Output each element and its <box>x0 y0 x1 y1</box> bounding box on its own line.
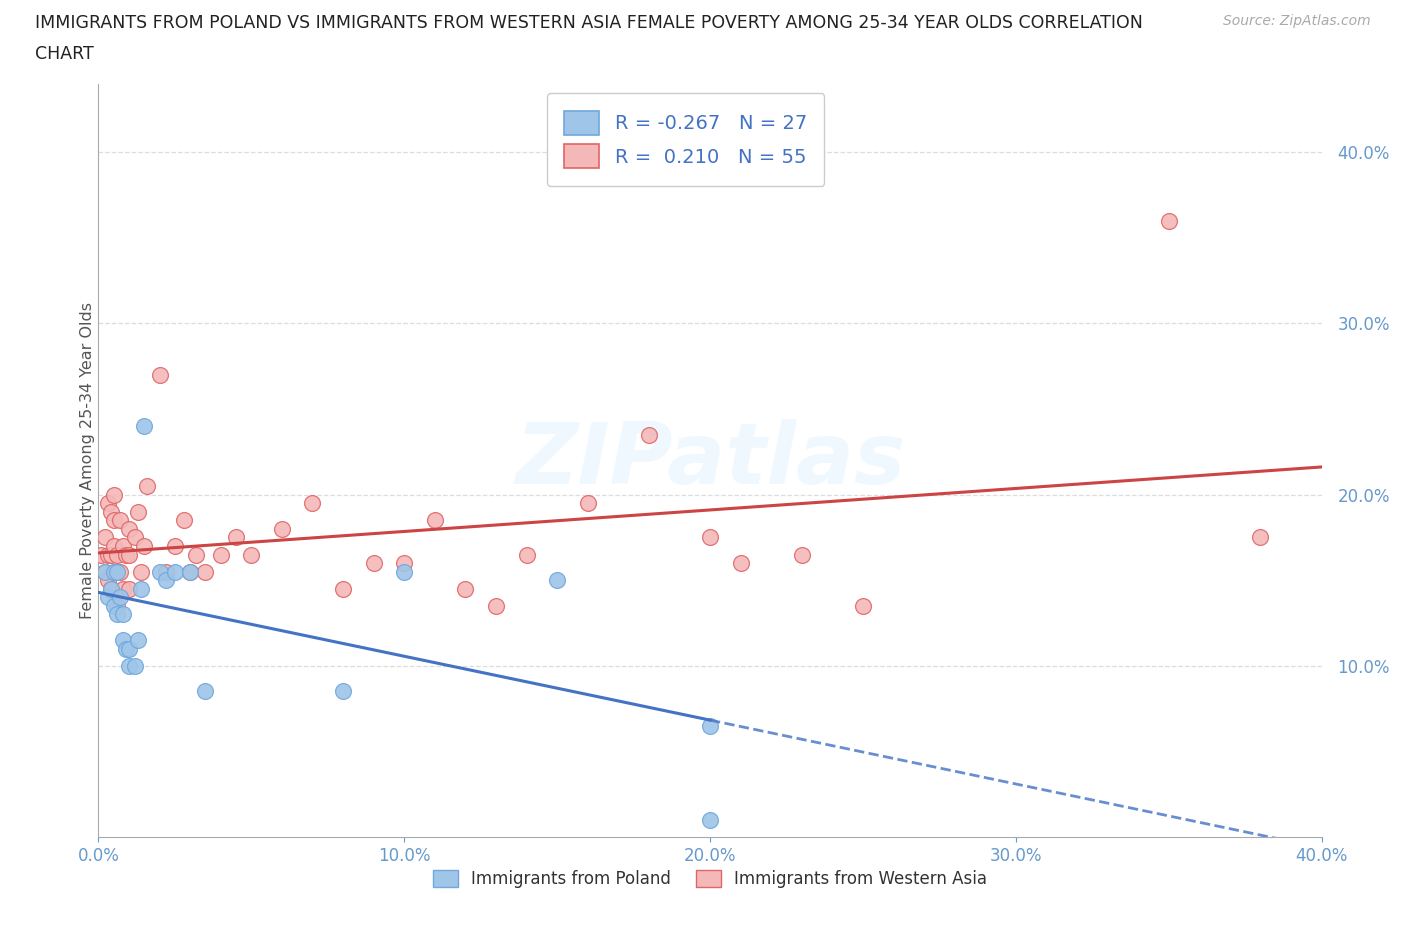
Point <box>105 547 128 562</box>
Point <box>111 607 134 622</box>
Point <box>301 496 323 511</box>
Point <box>179 565 201 579</box>
Point <box>155 573 177 588</box>
Point <box>240 547 263 562</box>
Point <box>103 565 125 579</box>
Point <box>103 565 125 579</box>
Point <box>90 547 112 562</box>
Point <box>270 522 292 537</box>
Text: ZIPatlas: ZIPatlas <box>515 418 905 502</box>
Point <box>105 607 128 622</box>
Point <box>100 581 122 596</box>
Point <box>699 718 721 733</box>
Point <box>115 547 138 562</box>
Point <box>163 538 186 553</box>
Point <box>129 581 152 596</box>
Point <box>108 590 131 604</box>
Point <box>115 642 138 657</box>
Point <box>111 632 134 647</box>
Point <box>485 598 508 613</box>
Point <box>97 547 120 562</box>
Point <box>1157 213 1180 228</box>
Point <box>129 565 152 579</box>
Point <box>155 565 177 579</box>
Point <box>108 512 131 527</box>
Point <box>134 418 156 433</box>
Point <box>100 504 122 519</box>
Point <box>108 565 131 579</box>
Point <box>103 538 125 553</box>
Point <box>225 530 247 545</box>
Point <box>124 530 146 545</box>
Text: CHART: CHART <box>35 45 94 62</box>
Point <box>105 565 128 579</box>
Point <box>423 512 446 527</box>
Point <box>1249 530 1271 545</box>
Point <box>637 427 661 442</box>
Point <box>118 547 141 562</box>
Point <box>124 658 146 673</box>
Point <box>100 547 122 562</box>
Point <box>546 573 568 588</box>
Point <box>93 565 115 579</box>
Point <box>179 565 201 579</box>
Point <box>332 581 354 596</box>
Point <box>134 538 156 553</box>
Point <box>363 555 385 570</box>
Point <box>100 581 122 596</box>
Point <box>392 555 416 570</box>
Legend: Immigrants from Poland, Immigrants from Western Asia: Immigrants from Poland, Immigrants from … <box>425 861 995 897</box>
Point <box>97 573 120 588</box>
Point <box>699 813 721 828</box>
Point <box>103 598 125 613</box>
Point <box>454 581 477 596</box>
Point <box>97 590 120 604</box>
Point <box>209 547 232 562</box>
Point <box>186 547 208 562</box>
Point <box>149 367 172 382</box>
Point <box>118 581 141 596</box>
Point <box>127 504 149 519</box>
Point <box>103 512 125 527</box>
Y-axis label: Female Poverty Among 25-34 Year Olds: Female Poverty Among 25-34 Year Olds <box>80 302 94 618</box>
Point <box>790 547 813 562</box>
Point <box>392 565 416 579</box>
Point <box>163 565 186 579</box>
Point <box>516 547 538 562</box>
Point <box>136 479 159 494</box>
Point <box>118 658 141 673</box>
Point <box>852 598 875 613</box>
Point <box>730 555 752 570</box>
Point <box>93 530 115 545</box>
Point <box>105 598 128 613</box>
Point <box>111 581 134 596</box>
Point <box>111 538 134 553</box>
Point <box>118 642 141 657</box>
Text: IMMIGRANTS FROM POLAND VS IMMIGRANTS FROM WESTERN ASIA FEMALE POVERTY AMONG 25-3: IMMIGRANTS FROM POLAND VS IMMIGRANTS FRO… <box>35 14 1143 32</box>
Point <box>127 632 149 647</box>
Point <box>194 565 217 579</box>
Point <box>173 512 195 527</box>
Point <box>103 487 125 502</box>
Point <box>97 496 120 511</box>
Text: Source: ZipAtlas.com: Source: ZipAtlas.com <box>1223 14 1371 28</box>
Point <box>699 530 721 545</box>
Point <box>332 684 354 699</box>
Point <box>576 496 599 511</box>
Point <box>194 684 217 699</box>
Point <box>118 522 141 537</box>
Point <box>149 565 172 579</box>
Point <box>93 565 115 579</box>
